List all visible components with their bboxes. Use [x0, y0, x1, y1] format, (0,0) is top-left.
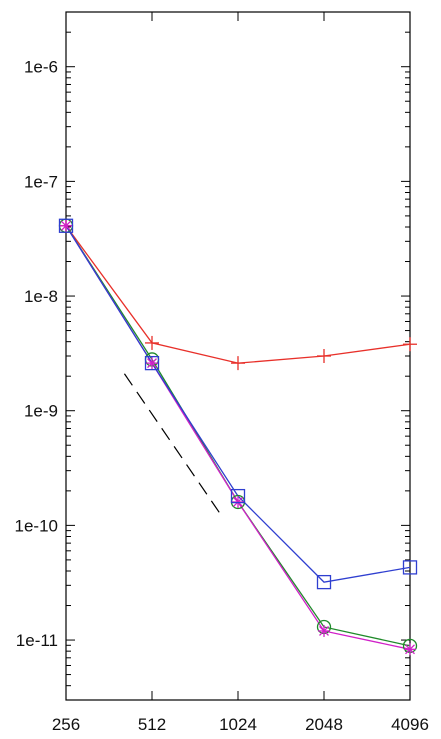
- data-point-series4-square-marker: [316, 574, 332, 590]
- data-point-series4-square-marker: [230, 488, 246, 504]
- y-tick-label: 1e-8: [24, 287, 58, 306]
- data-point-series1-plus-marker: [145, 335, 159, 350]
- x-tick-label: 512: [138, 715, 166, 734]
- data-point-series3-asterisk-marker: [146, 357, 158, 370]
- y-tick-label: 1e-9: [24, 402, 58, 421]
- y-tick-label: 1e-7: [24, 172, 58, 191]
- y-tick-label: 1e-6: [24, 58, 58, 77]
- series-line-4: [65, 225, 411, 583]
- data-point-series3-asterisk-marker: [318, 624, 330, 637]
- plot-frame: [65, 11, 411, 701]
- data-point-series4-square-marker: [58, 218, 74, 233]
- data-point-series1-plus-marker: [231, 356, 245, 371]
- data-point-series4-square-marker: [144, 355, 160, 371]
- data-point-series3-asterisk-marker: [404, 643, 416, 656]
- series-line-3: [65, 225, 411, 650]
- x-tick-label: 2048: [305, 715, 343, 734]
- y-tick-label: 1e-10: [15, 516, 58, 535]
- reference-slope-line: [123, 373, 220, 513]
- y-tick-label: 1e-11: [16, 631, 58, 650]
- x-tick-label: 256: [52, 715, 80, 734]
- data-point-series1-plus-marker: [403, 337, 417, 352]
- series-line-2: [65, 225, 411, 647]
- data-point-series4-square-marker: [402, 560, 418, 575]
- x-tick-label: 1024: [219, 715, 257, 734]
- data-point-series3-asterisk-marker: [60, 219, 72, 232]
- plot-area: 1e-11 1e-10 1e-9 1e-8 1e-7 1e-6 256 512 1024 2048…: [15, 11, 429, 734]
- x-tick-label: 4096: [391, 715, 429, 734]
- data-point-series1-plus-marker: [317, 349, 331, 363]
- series-line-1: [65, 225, 411, 364]
